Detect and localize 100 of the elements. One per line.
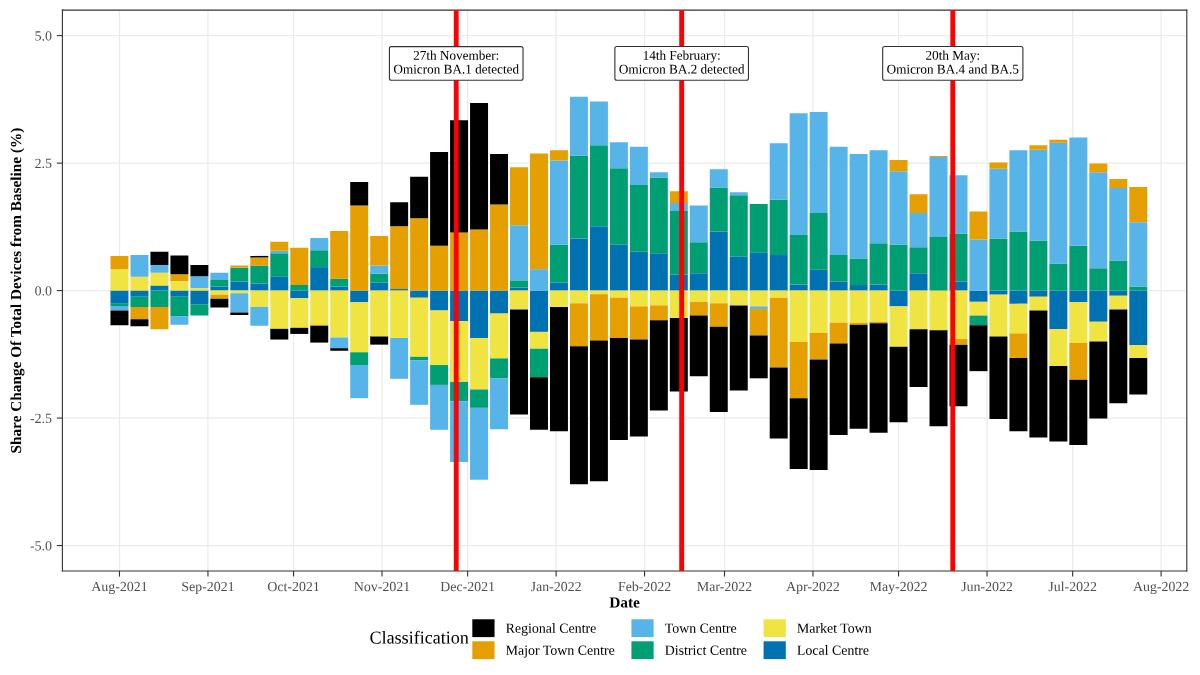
bar (709, 169, 728, 188)
ref-line-label: 27th November: Omicron BA.1 detected (393, 50, 519, 74)
bar (290, 298, 309, 328)
bar (1029, 145, 1048, 150)
y-tick-label: -5.0 (30, 541, 52, 551)
bar (589, 226, 608, 291)
bar (270, 290, 289, 329)
bar (370, 282, 389, 291)
bar (569, 238, 588, 291)
bar (510, 309, 528, 415)
bar (569, 96, 588, 156)
bar (989, 290, 1008, 295)
bar (470, 338, 489, 390)
legend-label: Major Town Centre (506, 645, 615, 658)
bar (370, 273, 389, 283)
bar (110, 255, 129, 270)
bar (390, 338, 409, 379)
bar (330, 278, 349, 287)
bar (849, 153, 868, 259)
bar (849, 284, 868, 291)
bar (210, 290, 229, 295)
x-tick-label: Nov-2021 (354, 581, 410, 592)
bar (589, 340, 608, 482)
bar (430, 310, 449, 366)
bar (1069, 245, 1088, 291)
bar (270, 328, 289, 340)
bar (549, 282, 568, 291)
bar (989, 336, 1008, 420)
bar (1109, 188, 1128, 261)
bar (1029, 296, 1048, 311)
bar (210, 298, 229, 308)
bar (150, 285, 169, 291)
bar (410, 360, 429, 405)
bar (769, 290, 788, 298)
bar (969, 239, 988, 291)
bar (190, 276, 209, 289)
bar (530, 269, 548, 291)
bar (290, 290, 309, 299)
bar (310, 290, 329, 325)
bar (410, 297, 429, 357)
bar (1049, 366, 1068, 442)
bar (210, 294, 229, 299)
bar (470, 102, 489, 230)
bar (789, 342, 808, 399)
bar (330, 286, 349, 291)
bar (270, 253, 289, 277)
bar (530, 377, 548, 430)
bar (929, 290, 948, 331)
bar (1049, 290, 1068, 330)
bar (689, 273, 708, 291)
bar (110, 303, 129, 306)
bar (1049, 142, 1068, 264)
bar (769, 367, 788, 439)
bar (330, 290, 349, 338)
bar (130, 290, 149, 297)
bar (190, 290, 209, 305)
bar (649, 305, 668, 321)
bar (929, 237, 948, 291)
y-tick-label: 2.5 (35, 158, 52, 169)
bar (230, 293, 249, 313)
bar (270, 276, 289, 291)
bar (589, 145, 608, 227)
bar (470, 290, 489, 339)
bar (390, 226, 409, 290)
bar (729, 290, 748, 306)
bar (350, 290, 369, 303)
bar (1089, 341, 1108, 419)
bar (370, 336, 389, 345)
bar (470, 407, 489, 480)
bar (589, 294, 608, 341)
bar (110, 269, 129, 291)
bar (869, 243, 888, 285)
x-tick-label: Apr-2022 (786, 581, 840, 595)
bar (210, 279, 229, 287)
bar (430, 151, 449, 246)
bar (1069, 302, 1088, 344)
bar (350, 352, 369, 366)
bar (390, 202, 409, 227)
bar (649, 320, 668, 411)
bar (789, 284, 808, 291)
ref-line-label: 20th May: Omicron BA.4 and BA.5 (887, 50, 1019, 74)
bar (370, 290, 389, 337)
bar (270, 241, 289, 251)
bar (689, 205, 708, 243)
bar (829, 146, 848, 255)
bar (310, 325, 329, 343)
bar (809, 290, 828, 333)
bar (769, 297, 788, 368)
bar (1029, 240, 1048, 291)
bar (609, 244, 628, 291)
bar (310, 267, 329, 291)
bar (1109, 290, 1128, 296)
bar (230, 281, 249, 291)
bar (370, 236, 389, 266)
bar (969, 211, 988, 240)
bar (649, 177, 668, 254)
bar (789, 398, 808, 470)
bar (709, 187, 728, 232)
bar (789, 290, 808, 343)
bar (809, 112, 828, 214)
